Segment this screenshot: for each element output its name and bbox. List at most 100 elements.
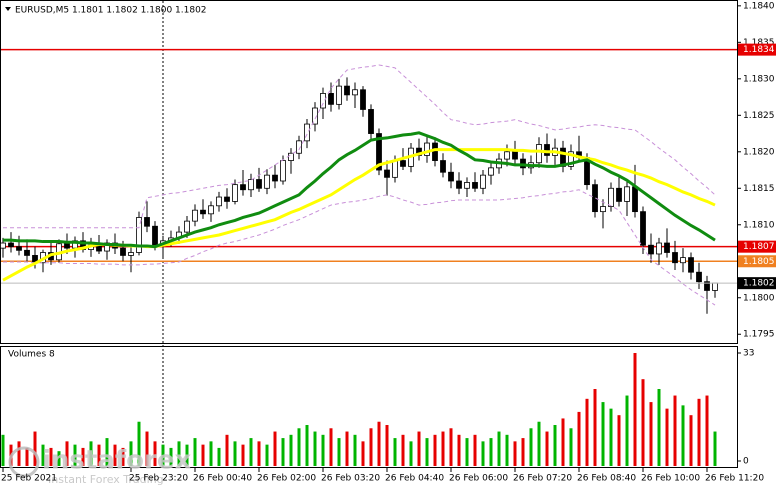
- y-tick-label: 1.1820: [743, 147, 775, 157]
- volume-bar: [169, 447, 173, 466]
- x-tick-label: 26 Feb 06:00: [449, 474, 508, 484]
- candle-body: [304, 123, 310, 142]
- x-tick-label: 26 Feb 07:20: [513, 474, 572, 484]
- volume-bar: [593, 389, 597, 466]
- candle-body: [616, 187, 622, 202]
- volume-bar: [129, 441, 133, 466]
- candle-body: [216, 196, 222, 207]
- candle-body: [64, 243, 70, 249]
- candle-body: [456, 180, 462, 189]
- candle-body: [248, 179, 254, 191]
- level-label: 1.1805: [743, 257, 775, 267]
- volume-bar: [57, 451, 61, 466]
- volume-bar: [521, 438, 525, 466]
- candle-body: [696, 271, 702, 283]
- volume-bar: [689, 415, 693, 466]
- x-tick-label: 25 Feb 2021: [1, 474, 57, 484]
- volume-title: Volumes 8: [8, 350, 55, 360]
- last-price-bg: [738, 277, 776, 290]
- x-tick-label: 26 Feb 02:00: [257, 474, 316, 484]
- y-tick-label: 1.1825: [743, 111, 775, 121]
- y-tick-label: 1.1830: [743, 74, 775, 84]
- candle-body: [440, 160, 446, 173]
- candle-body: [256, 179, 262, 189]
- level-label: 1.1834: [743, 45, 775, 55]
- volume-bar: [609, 408, 613, 466]
- volume-bar: [505, 434, 509, 466]
- y-tick-label: 1.1840: [743, 1, 775, 11]
- volume-bar: [601, 402, 605, 466]
- candle-body: [184, 220, 190, 233]
- volume-bar: [369, 428, 373, 466]
- chart-title: EURUSD,M5 1.1801 1.1802 1.1800 1.1802: [15, 6, 207, 16]
- indicator-line: [3, 131, 716, 249]
- candle-body: [648, 244, 654, 255]
- volume-bar: [393, 438, 397, 466]
- candle-body: [384, 169, 390, 178]
- volume-bar: [185, 444, 189, 466]
- volume-bar: [545, 431, 549, 466]
- volume-bar: [177, 441, 181, 466]
- x-tick-label: 26 Feb 10:00: [641, 474, 700, 484]
- candle-body: [640, 211, 646, 246]
- volume-bar: [377, 421, 381, 466]
- volume-bar: [249, 438, 253, 466]
- x-tick-label: 26 Feb 00:40: [193, 474, 252, 484]
- volume-bar: [617, 415, 621, 466]
- candle-body: [368, 109, 374, 134]
- volume-bar: [457, 434, 461, 466]
- volume-bar: [145, 431, 149, 466]
- candle-body: [128, 252, 134, 256]
- volume-bar: [161, 444, 165, 466]
- candle-body: [512, 151, 518, 160]
- volume-bar: [321, 434, 325, 466]
- candle-body: [192, 209, 198, 222]
- candle-body: [632, 186, 638, 213]
- y-tick-label: 1.1835: [743, 38, 775, 48]
- volume-bar: [121, 447, 125, 466]
- volume-bar: [241, 444, 245, 466]
- candle-body: [672, 252, 678, 264]
- volume-bar: [705, 395, 709, 466]
- volume-bar: [681, 405, 685, 466]
- candle-body: [320, 93, 326, 109]
- y-tick-label: 1.1800: [743, 293, 775, 303]
- x-tick-label: 26 Feb 08:40: [577, 474, 636, 484]
- volume-panel-frame: [0, 346, 738, 468]
- volume-bar: [449, 428, 453, 466]
- x-tick-label: 26 Feb 11:20: [705, 474, 764, 484]
- volume-bar: [33, 431, 37, 466]
- volume-bar: [1, 434, 5, 466]
- volume-bar: [305, 425, 309, 466]
- volume-bar: [409, 441, 413, 466]
- volume-bar: [273, 431, 277, 466]
- candle-body: [432, 142, 438, 161]
- candle-body: [296, 140, 302, 154]
- y-tick-label: 1.1795: [743, 330, 775, 340]
- candle-body: [536, 144, 542, 164]
- candle-body: [472, 182, 478, 189]
- volume-bar: [497, 431, 501, 466]
- volume-bar: [201, 444, 205, 466]
- candle-body: [328, 93, 334, 105]
- candle-body: [344, 85, 350, 96]
- volume-bar: [441, 431, 445, 466]
- volume-bar: [65, 441, 69, 466]
- candle-body: [136, 217, 142, 253]
- candle-body: [448, 171, 454, 182]
- candle-body: [464, 182, 470, 189]
- candle-body: [16, 246, 22, 251]
- volume-bar: [361, 441, 365, 466]
- watermark-tagline: Instant Forex Trading: [48, 473, 164, 486]
- volume-bar: [465, 438, 469, 466]
- candle-body: [488, 167, 494, 176]
- volume-bar: [313, 431, 317, 466]
- volume-bar: [561, 418, 565, 466]
- y-tick-label: 1.1810: [743, 220, 775, 230]
- indicator-line: [3, 64, 716, 229]
- volume-bar: [473, 434, 477, 466]
- candle-body: [504, 151, 510, 160]
- volume-bar: [673, 395, 677, 466]
- volume-bar: [233, 441, 237, 466]
